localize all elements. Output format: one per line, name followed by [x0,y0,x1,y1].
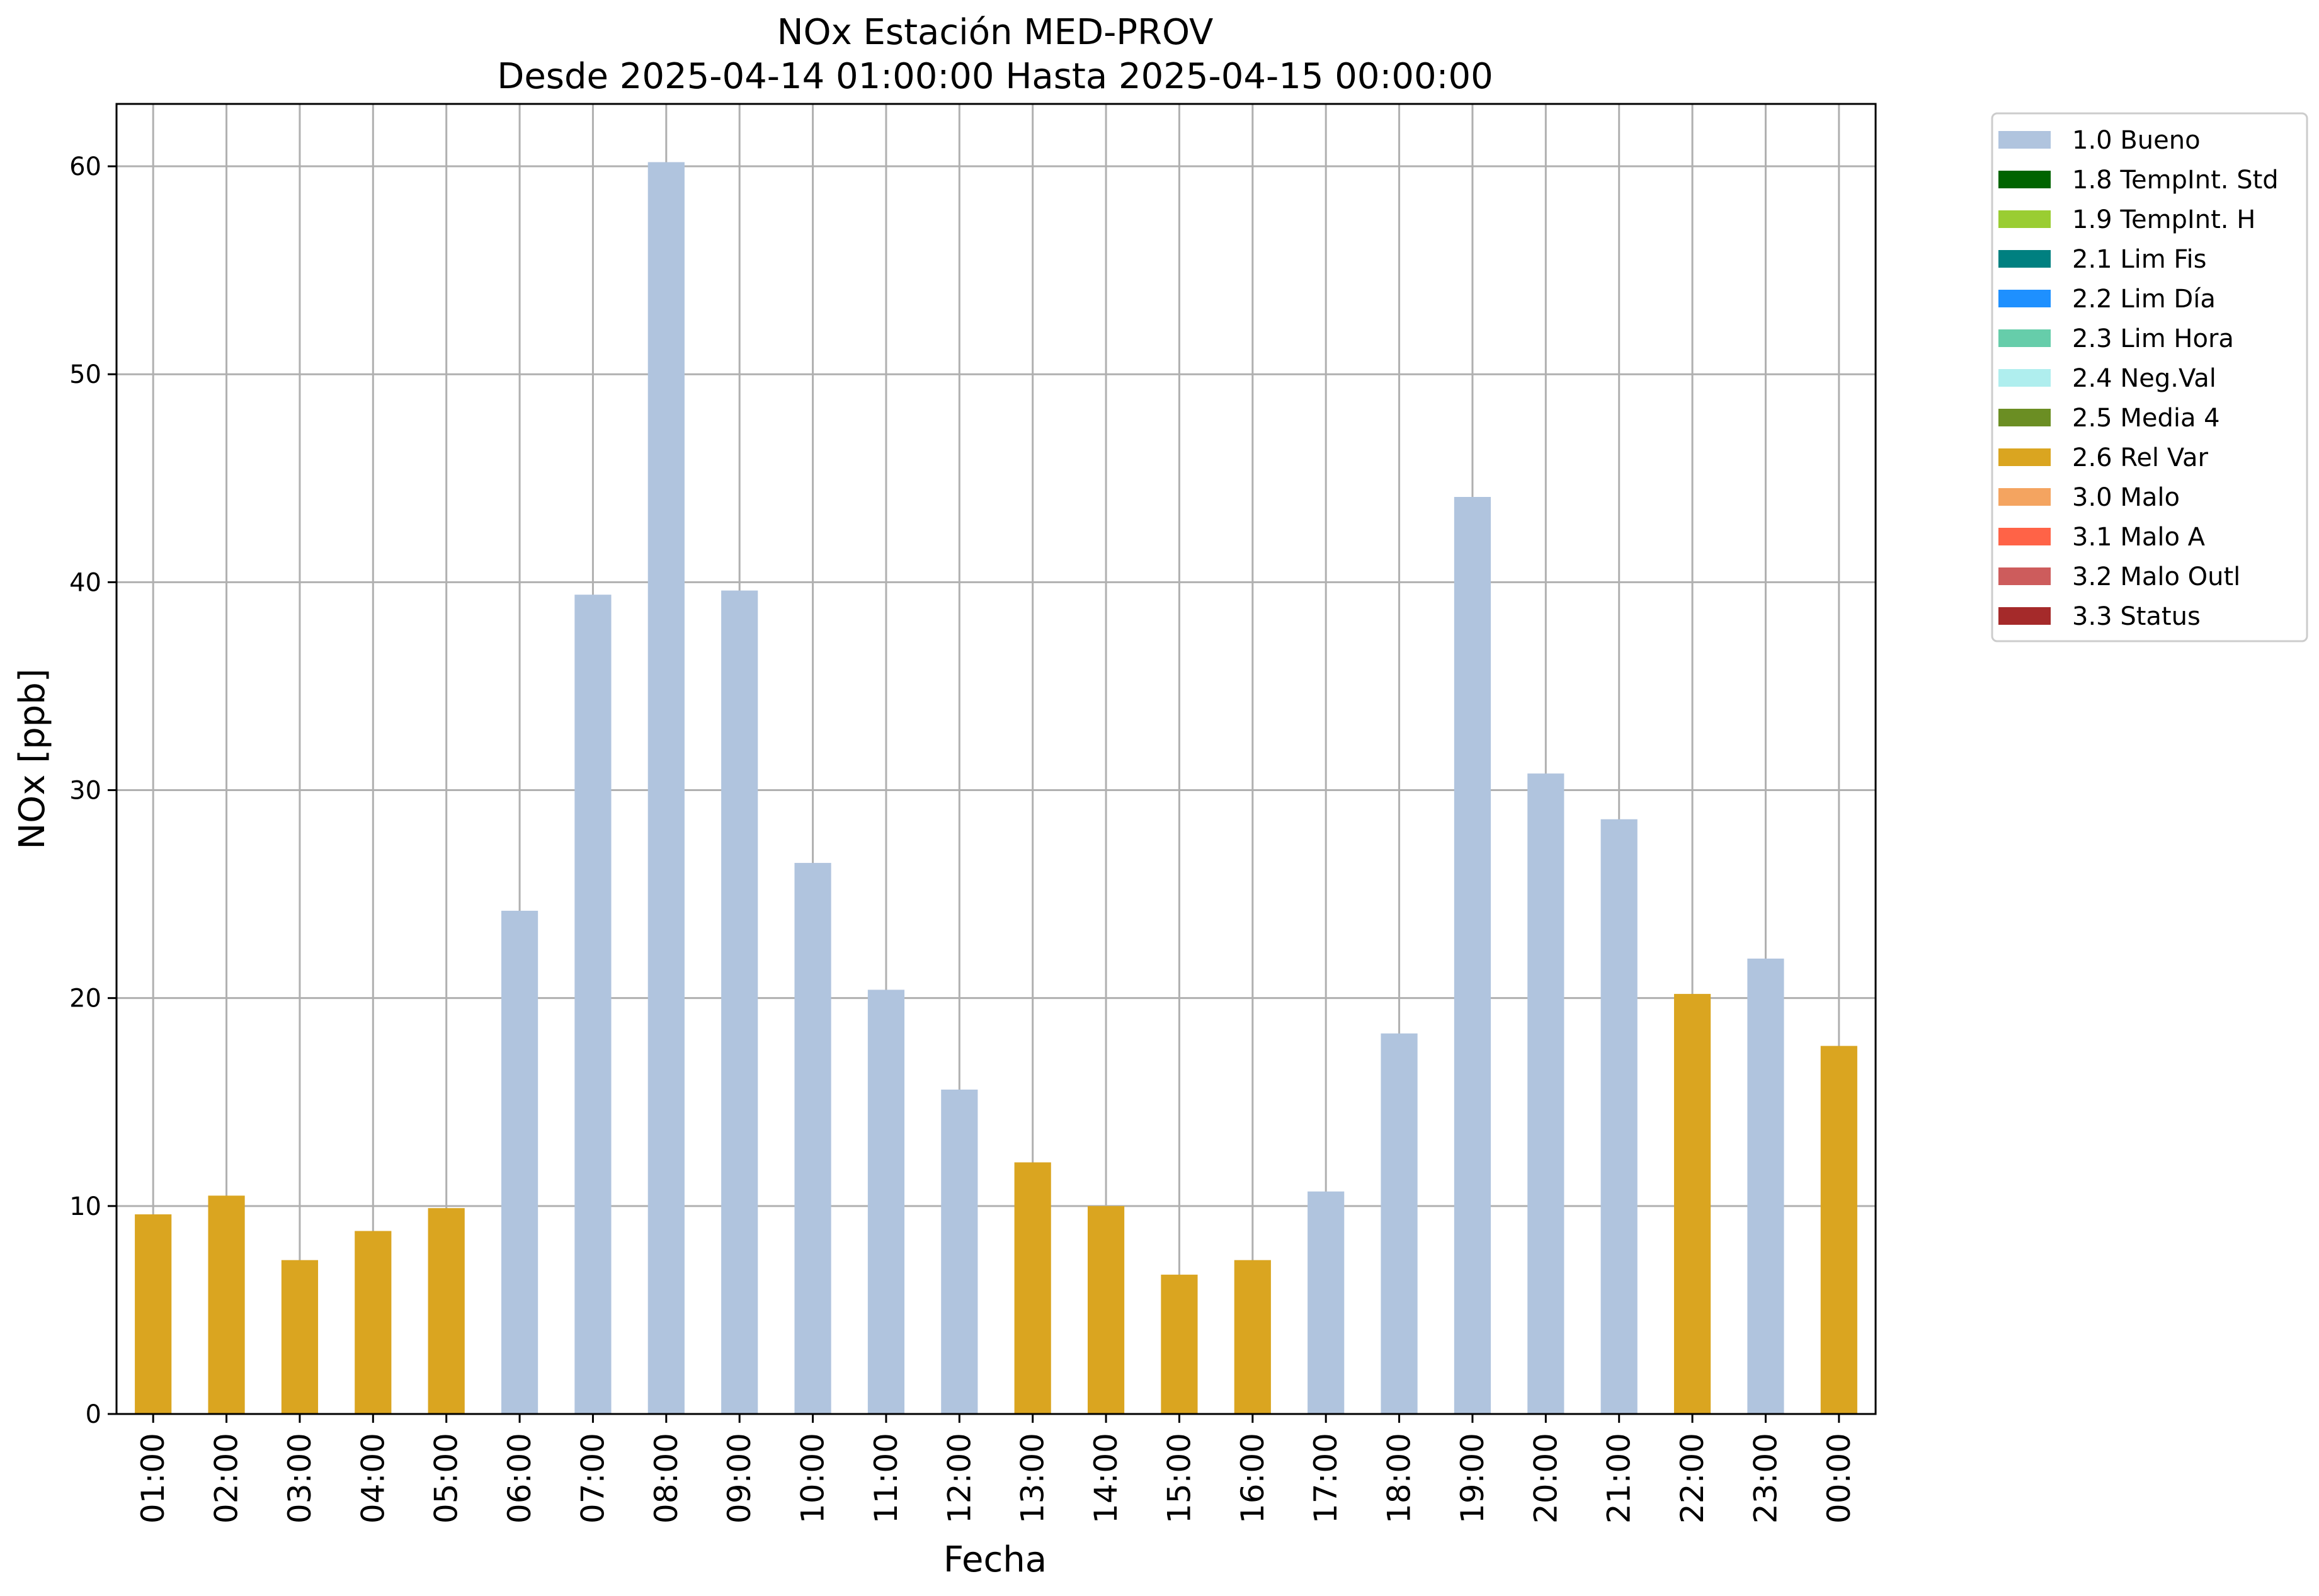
bar-1400 [1087,1206,1125,1414]
legend-swatch [1998,567,2051,585]
y-tick-label: 30 [69,777,101,806]
bar-2000 [1527,773,1564,1414]
chart-title: NOx Estación MED-PROV [777,12,1214,53]
legend-swatch [1998,369,2051,387]
x-tick-label: 12:00 [941,1433,977,1524]
legend-swatch [1998,528,2051,545]
bar-1200 [941,1089,978,1414]
legend-label: 3.2 Malo Outl [2072,562,2240,591]
x-axis-ticks: 01:00 02:00 03:00 04:00 05:00 06:00 07:00 08:00… [135,1414,1857,1524]
x-tick-label: 19:00 [1454,1433,1491,1524]
legend-label: 1.8 TempInt. Std [2072,166,2279,195]
x-tick-label: 14:00 [1088,1433,1124,1524]
legend-swatch [1998,607,2051,625]
bar-1300 [1014,1162,1051,1414]
x-tick-label: 08:00 [648,1433,685,1524]
bar-2300 [1747,958,1784,1414]
bar-2200 [1673,994,1711,1414]
x-tick-label: 11:00 [868,1433,904,1524]
x-tick-label: 22:00 [1674,1433,1711,1524]
bar-1000 [794,863,831,1414]
y-tick-label: 10 [69,1192,101,1221]
plot-frame [115,103,1877,1415]
x-tick-label: 04:00 [355,1433,391,1524]
legend-swatch [1998,171,2051,188]
x-tick-label: 05:00 [428,1433,465,1524]
bar-1700 [1308,1191,1345,1414]
bar-0600 [501,911,538,1414]
legend-swatch [1998,250,2051,268]
legend-swatch [1998,448,2051,466]
legend-swatch [1998,488,2051,506]
legend-label: 2.3 Lim Hora [2072,324,2234,353]
x-tick-label: 00:00 [1821,1433,1857,1524]
bar-1500 [1161,1274,1198,1414]
x-axis-label: Fecha [943,1539,1047,1580]
bar-0400 [355,1231,392,1414]
x-tick-label: 21:00 [1601,1433,1638,1524]
y-axis-label: NOx [ppb] [12,668,53,849]
legend-swatch [1998,210,2051,228]
bar-0800 [647,162,685,1414]
legend: 1.0 Bueno 1.8 TempInt. Std 1.9 TempInt. H 2… [1991,112,2308,642]
x-tick-label: 10:00 [795,1433,831,1524]
bar-0100 [135,1214,172,1414]
y-tick-label: 50 [69,360,101,389]
bar-0900 [721,590,758,1414]
x-tick-label: 17:00 [1308,1433,1344,1524]
legend-label: 3.3 Status [2072,602,2201,631]
x-tick-label: 13:00 [1015,1433,1051,1524]
bar-2100 [1600,819,1638,1414]
bar-1600 [1234,1260,1271,1414]
legend-label: 3.0 Malo [2072,483,2180,512]
legend-swatch [1998,409,2051,426]
x-tick-label: 07:00 [574,1433,611,1524]
bar-0000 [1820,1046,1857,1414]
legend-swatch [1998,131,2051,149]
x-tick-label: 06:00 [501,1433,538,1524]
x-tick-label: 15:00 [1161,1433,1197,1524]
legend-label: 2.1 Lim Fis [2072,245,2206,274]
bar-0500 [428,1208,465,1414]
x-tick-label: 01:00 [135,1433,171,1524]
x-tick-label: 16:00 [1234,1433,1271,1524]
legend-label: 3.1 Malo A [2072,523,2206,552]
x-tick-label: 23:00 [1747,1433,1784,1524]
y-tick-label: 40 [69,568,101,597]
legend-label: 1.0 Bueno [2072,126,2201,155]
legend-label: 2.2 Lim Día [2072,285,2216,314]
y-tick-label: 0 [86,1400,101,1429]
legend-label: 2.4 Neg.Val [2072,364,2216,393]
legend-label: 2.6 Rel Var [2072,443,2209,472]
y-tick-label: 20 [69,984,101,1013]
x-tick-label: 09:00 [721,1433,758,1524]
x-tick-label: 02:00 [208,1433,245,1524]
x-tick-label: 20:00 [1527,1433,1564,1524]
legend-label: 2.5 Media 4 [2072,404,2220,433]
bar-0700 [574,595,612,1415]
x-tick-label: 03:00 [282,1433,318,1524]
legend-swatch [1998,290,2051,307]
bar-0300 [281,1260,319,1414]
bar-0200 [208,1195,245,1414]
y-axis-ticks: 0 10 20 30 40 50 60 [69,152,117,1429]
x-tick-label: 18:00 [1381,1433,1418,1524]
bar-1100 [867,989,905,1414]
bars [135,162,1857,1415]
y-tick-label: 60 [69,152,101,181]
chart-subtitle: Desde 2025-04-14 01:00:00 Hasta 2025-04-… [497,56,1493,97]
legend-swatch [1998,329,2051,347]
legend-box [1991,112,2308,642]
bar-1800 [1381,1033,1418,1414]
legend-label: 1.9 TempInt. H [2072,205,2255,234]
bar-1900 [1454,497,1491,1414]
